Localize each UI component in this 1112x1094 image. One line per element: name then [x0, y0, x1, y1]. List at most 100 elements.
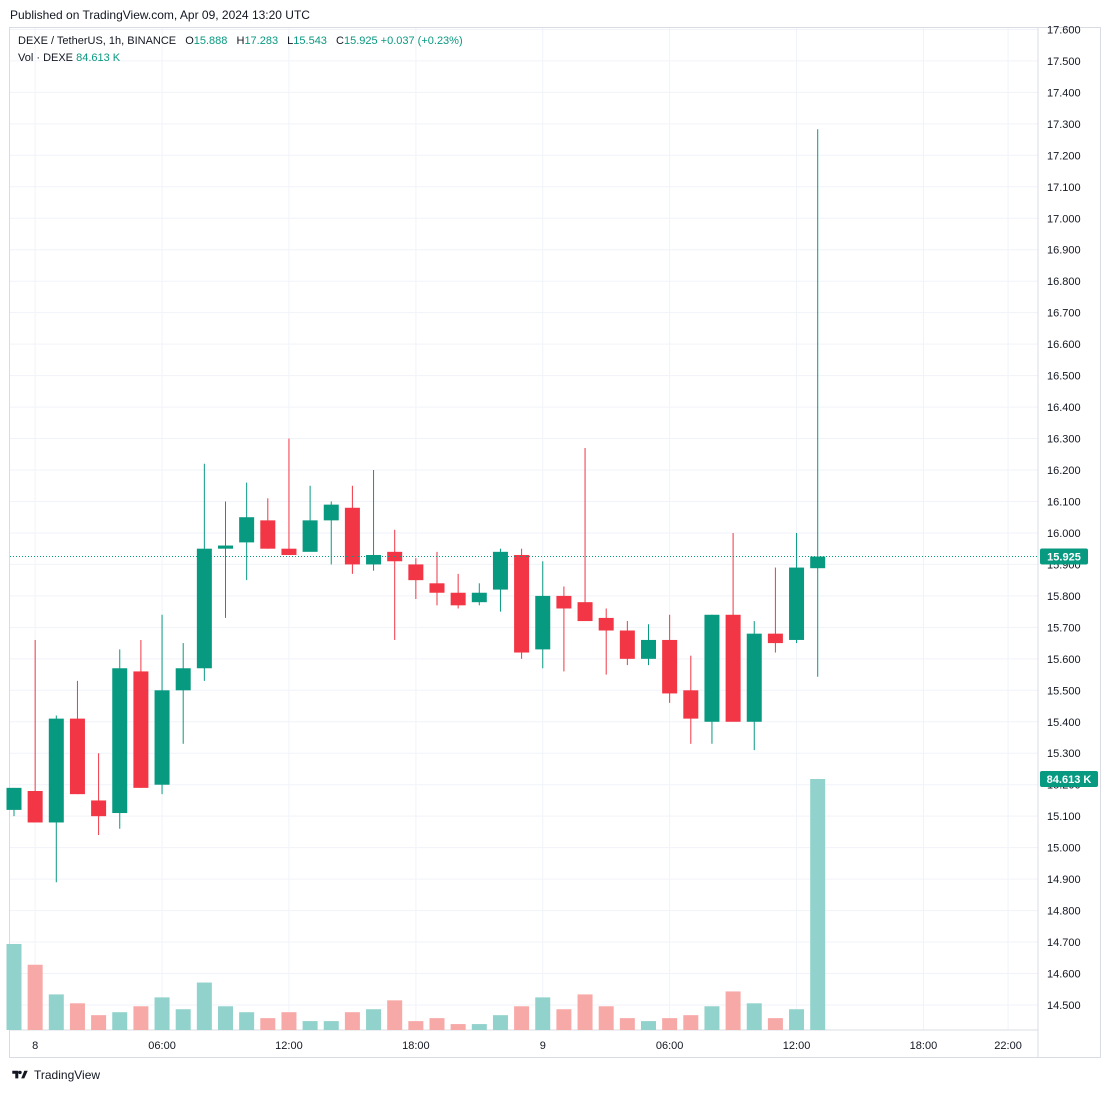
chart-frame[interactable]: [9, 27, 1101, 1058]
tradingview-logo-icon: [12, 1070, 28, 1079]
footer-brand[interactable]: TradingView: [10, 1068, 100, 1082]
candle-body: [662, 639, 678, 694]
candle-body: [302, 520, 318, 552]
candle-body: [598, 617, 614, 631]
volume-bar: [683, 1015, 699, 1030]
close-value: 15.925: [343, 35, 378, 47]
y-tick-label: 17.100: [1047, 182, 1081, 194]
candle-body: [577, 602, 593, 622]
x-tick-label: 8: [32, 1040, 38, 1052]
volume-bar: [725, 991, 741, 1030]
y-tick-label: 16.100: [1047, 496, 1081, 508]
high-label: H: [236, 35, 245, 47]
candle-body: [112, 668, 128, 814]
last-price-text: 15.925: [1047, 552, 1081, 564]
x-tick-label: 12:00: [783, 1040, 811, 1052]
volume-legend: Vol · DEXE 84.613 K: [18, 52, 120, 64]
candle-body: [810, 556, 826, 569]
x-tick-label: 06:00: [656, 1040, 684, 1052]
volume-bars: [6, 779, 826, 1030]
y-tick-label: 15.500: [1047, 685, 1081, 697]
y-tick-label: 16.900: [1047, 245, 1081, 257]
y-tick-label: 15.000: [1047, 843, 1081, 855]
y-tick-label: 15.600: [1047, 654, 1081, 666]
y-tick-label: 16.200: [1047, 465, 1081, 477]
volume-bar: [767, 1018, 783, 1030]
price-axis: 14.500 14.600 14.700 14.800 14.900 15.000 15.1…: [1047, 24, 1081, 1012]
y-tick-label: 14.700: [1047, 937, 1081, 949]
volume-bar: [302, 1021, 318, 1030]
y-tick-label: 16.700: [1047, 308, 1081, 320]
symbol-name: DEXE / TetherUS, 1h, BINANCE: [18, 35, 177, 47]
volume-bar: [810, 779, 826, 1030]
candle-body: [429, 583, 445, 593]
candle-body: [704, 614, 720, 722]
y-tick-label: 17.000: [1047, 213, 1081, 225]
volume-bar: [598, 1006, 614, 1030]
y-tick-label: 15.800: [1047, 591, 1081, 603]
high-value: 17.283: [244, 35, 279, 47]
symbol-legend: DEXE / TetherUS, 1h, BINANCE O15.888 H17…: [18, 35, 463, 47]
x-tick-label: 12:00: [275, 1040, 303, 1052]
candle-body: [556, 595, 572, 609]
volume-bar: [69, 1003, 85, 1030]
volume-bar: [704, 1006, 720, 1030]
y-tick-label: 14.800: [1047, 906, 1081, 918]
tradingview-brand-text: TradingView: [34, 1068, 101, 1082]
y-tick-label: 16.500: [1047, 371, 1081, 383]
candle-body: [196, 548, 212, 669]
y-tick-label: 16.600: [1047, 339, 1081, 351]
candle-body: [218, 545, 233, 549]
candle-body: [344, 507, 360, 565]
candle-body: [366, 554, 382, 565]
volume-badge: [1040, 771, 1098, 787]
volume-bar: [746, 1003, 762, 1030]
volume-bar: [196, 982, 212, 1030]
volume-bar: [48, 994, 64, 1030]
y-tick-label: 14.500: [1047, 1000, 1081, 1012]
x-tick-label: 22:00: [994, 1040, 1022, 1052]
volume-bar: [239, 1012, 255, 1030]
volume-label: Vol · DEXE: [18, 52, 74, 64]
candle-body: [48, 718, 64, 823]
volume-value: 84.613 K: [76, 52, 121, 64]
y-tick-label: 15.400: [1047, 717, 1081, 729]
low-value: 15.543: [293, 35, 327, 47]
candle-body: [746, 633, 762, 722]
candle-body: [535, 595, 551, 650]
volume-bar: [27, 964, 43, 1030]
volume-bar: [577, 994, 593, 1030]
candle-body: [619, 630, 635, 659]
candles: [6, 129, 826, 883]
volume-bar: [6, 943, 22, 1030]
volume-bar: [535, 997, 551, 1030]
volume-bar: [514, 1006, 530, 1030]
candle-body: [471, 592, 487, 603]
candle-body: [767, 633, 783, 644]
volume-bar: [366, 1009, 382, 1030]
volume-bar: [218, 1006, 233, 1030]
candle-body: [239, 517, 255, 543]
y-tick-label: 17.300: [1047, 119, 1081, 131]
y-tick-label: 14.600: [1047, 969, 1081, 981]
candle-body: [683, 690, 699, 719]
x-tick-label: 06:00: [148, 1040, 176, 1052]
last-price-badge: [1040, 548, 1088, 565]
candle-body: [450, 592, 466, 606]
candle-body: [175, 668, 191, 691]
y-tick-label: 15.100: [1047, 811, 1081, 823]
x-tick-label: 9: [540, 1040, 546, 1052]
y-tick-label: 17.200: [1047, 150, 1081, 162]
candle-body: [133, 671, 149, 788]
grid-lines: [10, 28, 1039, 1058]
candle-body: [725, 614, 741, 722]
open-label: O: [185, 35, 194, 47]
x-tick-label: 18:00: [402, 1040, 430, 1052]
candle-body: [492, 551, 508, 590]
y-tick-label: 15.300: [1047, 748, 1081, 760]
volume-bar: [133, 1006, 149, 1030]
candle-body: [281, 548, 297, 555]
volume-bar: [260, 1018, 276, 1030]
volume-bar: [619, 1018, 635, 1030]
